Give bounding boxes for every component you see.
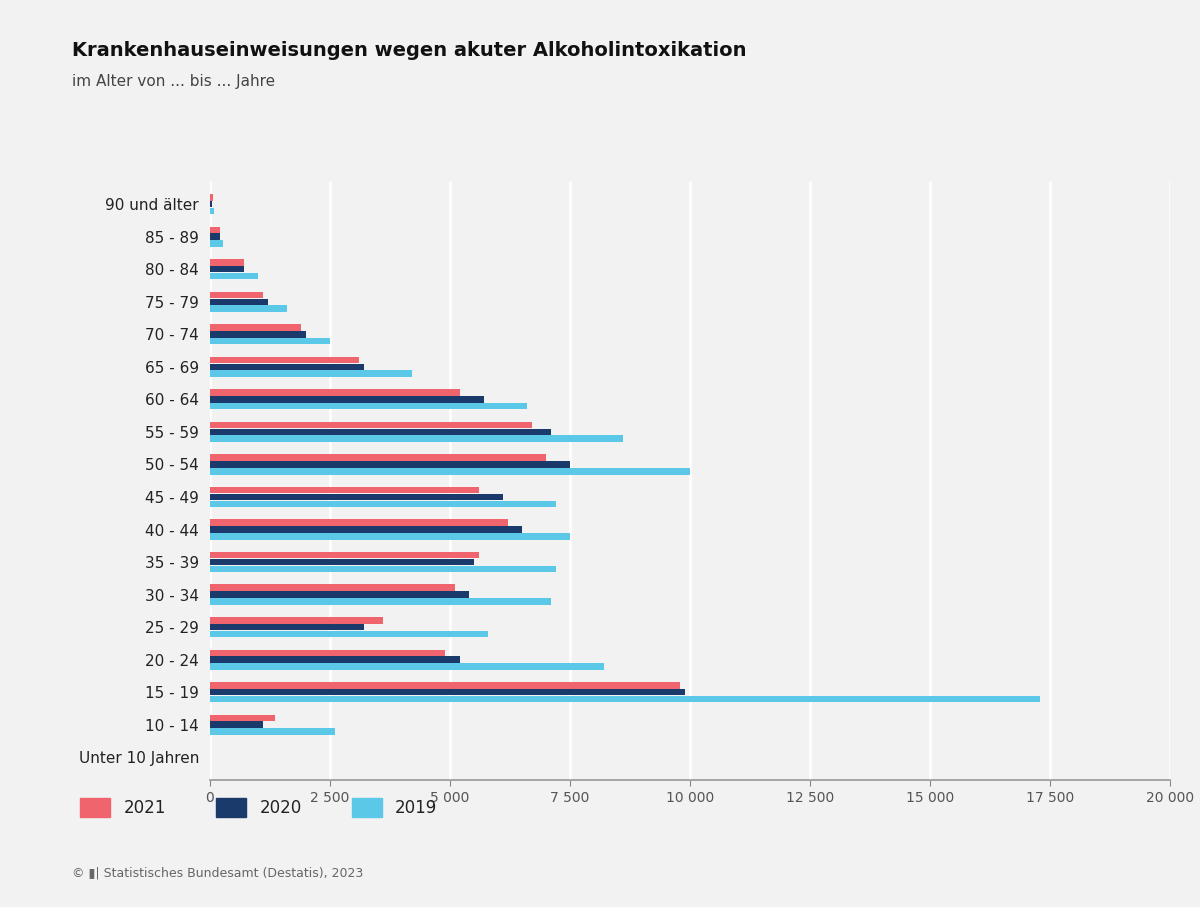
Bar (210, 598, 551, 605)
Bar (210, 324, 301, 331)
Bar (210, 559, 474, 565)
Bar (210, 396, 484, 403)
Bar (210, 663, 604, 669)
Bar (210, 422, 532, 428)
Bar (210, 201, 212, 208)
Bar (210, 429, 551, 435)
Bar (210, 389, 460, 395)
Bar (210, 566, 556, 572)
Bar (210, 454, 546, 461)
Bar (210, 356, 359, 364)
Bar (210, 552, 479, 559)
Bar (210, 208, 214, 214)
Bar (210, 533, 570, 540)
Bar (210, 689, 685, 696)
Bar (210, 493, 503, 501)
Bar (210, 338, 330, 345)
Bar (210, 370, 412, 377)
Bar (210, 331, 306, 337)
Bar (210, 266, 244, 272)
Bar (210, 715, 275, 721)
Bar (210, 721, 263, 728)
Bar (210, 584, 455, 591)
Bar (210, 403, 527, 409)
Bar (210, 487, 479, 493)
Bar (210, 435, 623, 442)
Bar (210, 501, 556, 507)
Bar (210, 520, 508, 526)
Bar (210, 461, 570, 468)
Bar (210, 591, 469, 598)
Bar (210, 233, 220, 240)
Bar (210, 696, 1040, 702)
Bar (210, 227, 220, 233)
Bar (210, 630, 488, 638)
Bar (210, 649, 445, 656)
Bar (210, 728, 335, 735)
Legend: 2021, 2020, 2019: 2021, 2020, 2019 (80, 798, 437, 817)
Bar (210, 259, 244, 266)
Text: im Alter von ... bis ... Jahre: im Alter von ... bis ... Jahre (72, 74, 275, 90)
Bar (210, 657, 460, 663)
Bar (210, 273, 258, 279)
Bar (210, 292, 263, 298)
Bar (210, 194, 212, 200)
Bar (210, 364, 364, 370)
Bar (210, 682, 680, 688)
Bar (210, 468, 690, 474)
Bar (210, 624, 364, 630)
Text: Krankenhauseinweisungen wegen akuter Alkoholintoxikation: Krankenhauseinweisungen wegen akuter Alk… (72, 41, 746, 60)
Bar (210, 526, 522, 532)
Bar (210, 306, 287, 312)
Bar (210, 298, 268, 305)
Bar (210, 240, 223, 247)
Bar (210, 617, 383, 623)
Text: © ▮| Statistisches Bundesamt (Destatis), 2023: © ▮| Statistisches Bundesamt (Destatis),… (72, 867, 364, 880)
